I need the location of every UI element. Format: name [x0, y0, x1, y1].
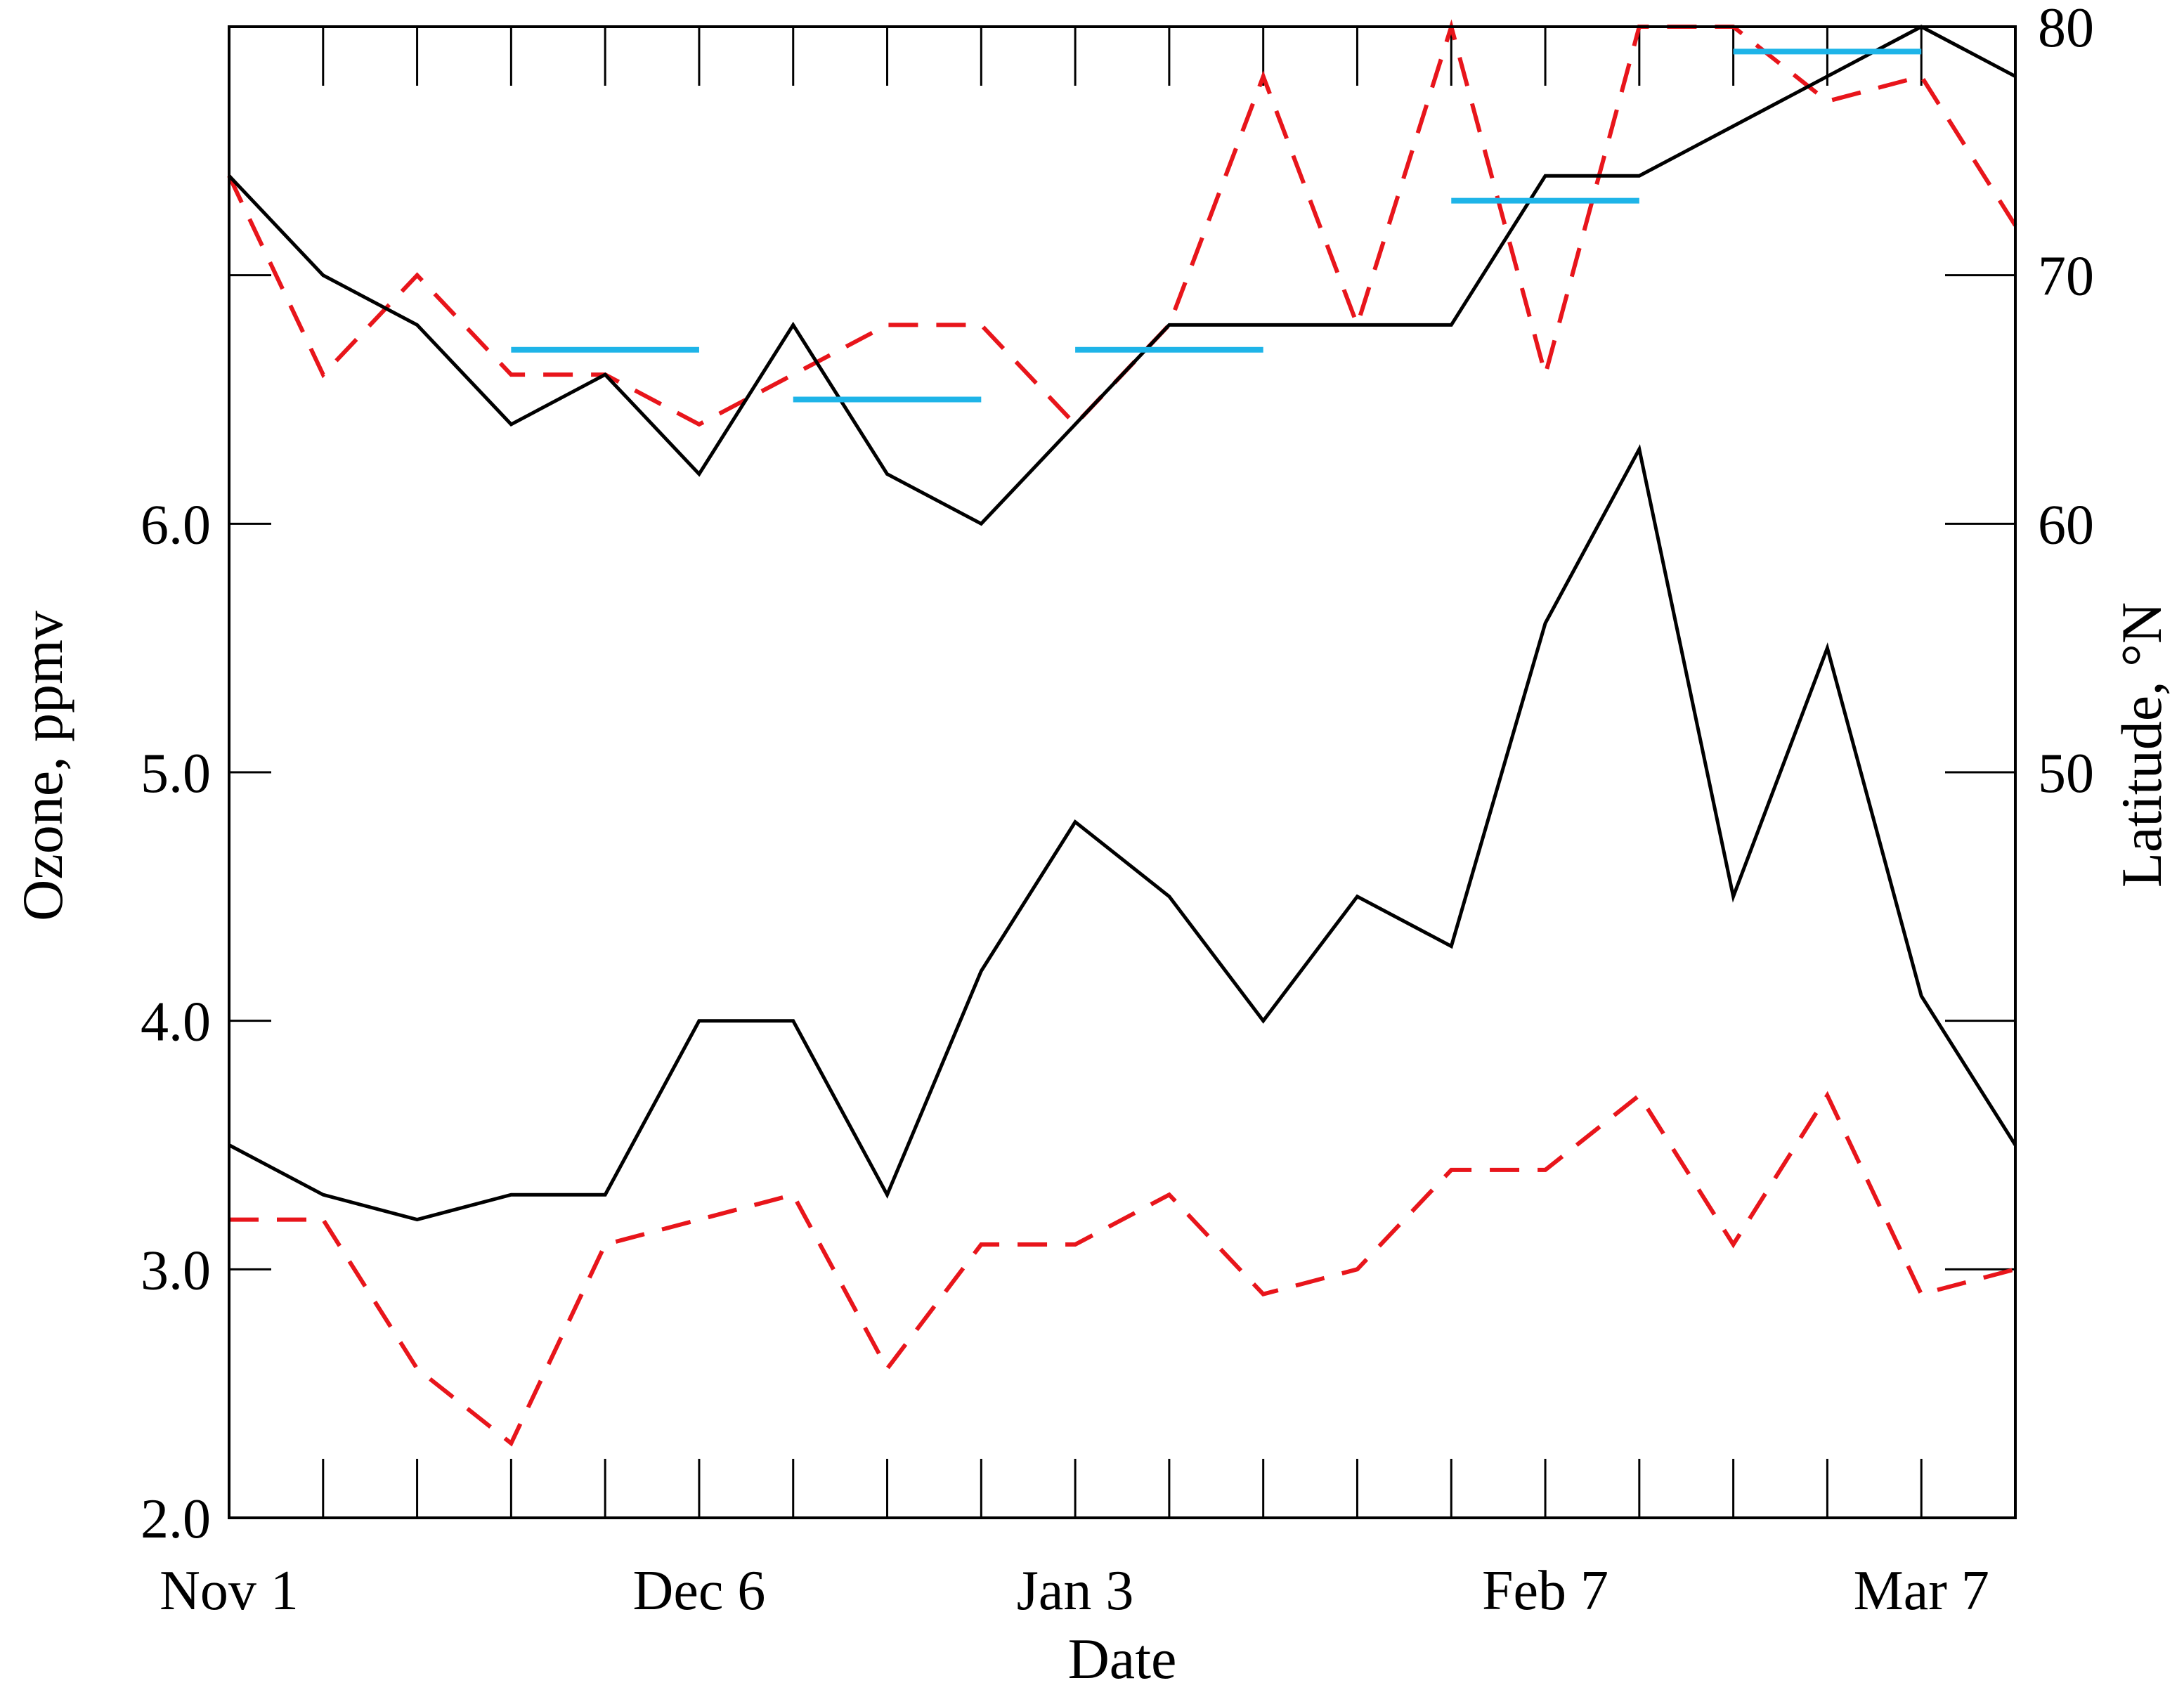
x-tick-label: Feb 7	[1482, 1560, 1608, 1622]
y-right-tick-label: 80	[2038, 0, 2094, 59]
latitude-red-dashed-line	[227, 19, 2017, 428]
ozone-black-solid-line	[228, 444, 2017, 1222]
x-tick-label: Nov 1	[160, 1560, 299, 1622]
y-left-tick-label: 6.0	[141, 494, 211, 556]
series-layer	[227, 19, 2017, 1447]
x-axis-title: Date	[1068, 1627, 1177, 1690]
x-tick-label: Dec 6	[633, 1560, 766, 1622]
ozone-red-dashed-line	[229, 1091, 2016, 1447]
x-tick-label: Mar 7	[1854, 1560, 1989, 1622]
y-axis-left-title: Ozone, ppmv	[11, 611, 74, 921]
labels-layer: Nov 1 Dec 6 Jan 3 Feb 7 Mar 7 2.0 3.0 4.0 5.0 6.0…	[141, 0, 2094, 1622]
tick-marks	[228, 25, 2017, 1519]
y-left-tick-label: 2.0	[141, 1488, 211, 1550]
y-left-tick-label: 3.0	[141, 1240, 211, 1301]
plot-frame	[228, 25, 2017, 1519]
y-left-tick-label: 4.0	[141, 992, 211, 1053]
y-axis-right-title: Latitude, °N	[2110, 602, 2173, 888]
y-left-tick-label: 5.0	[141, 743, 211, 805]
latitude-black-solid-line	[228, 25, 2017, 526]
x-tick-label: Jan 3	[1017, 1560, 1134, 1622]
y-right-tick-label: 50	[2038, 743, 2094, 805]
y-right-tick-label: 60	[2038, 494, 2094, 556]
y-right-tick-label: 70	[2038, 246, 2094, 308]
